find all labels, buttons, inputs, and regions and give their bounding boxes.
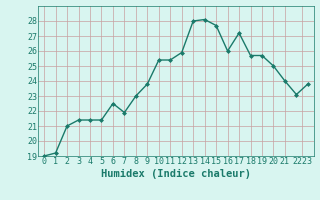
X-axis label: Humidex (Indice chaleur): Humidex (Indice chaleur) [101, 169, 251, 179]
